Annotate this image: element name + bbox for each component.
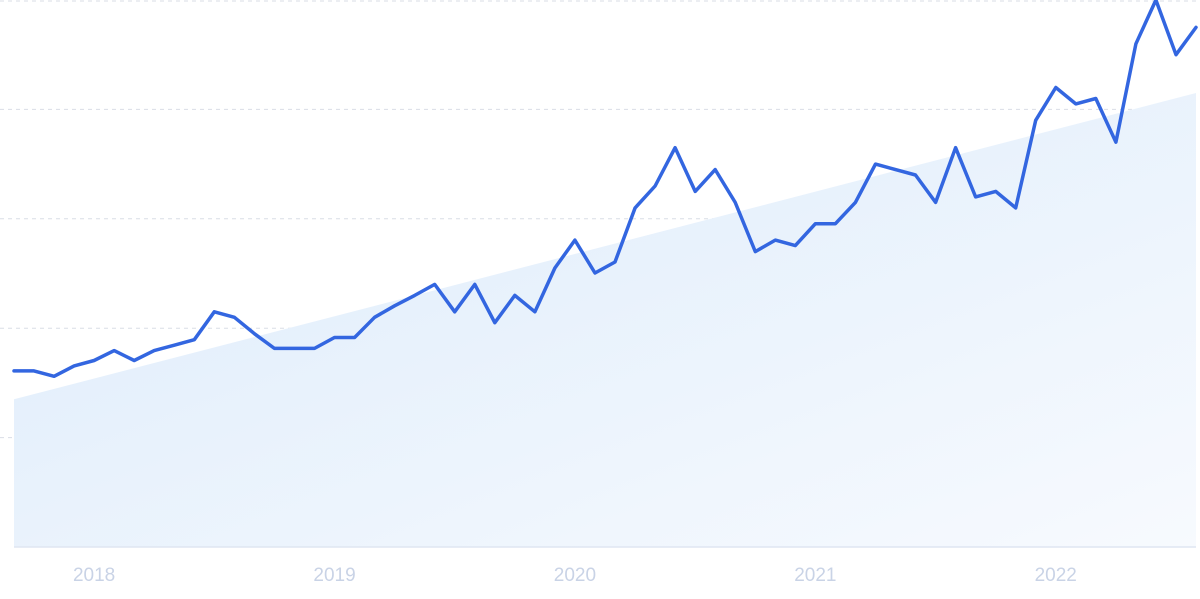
series-layer xyxy=(12,0,1198,379)
x-tick-label-2020: 2020 xyxy=(554,565,596,586)
trend-band xyxy=(14,92,1196,548)
x-tick-label-2018: 2018 xyxy=(73,565,115,586)
x-tick-label-2019: 2019 xyxy=(313,565,355,586)
x-axis: 2018 2019 2020 2021 2022 xyxy=(14,546,1196,586)
series-line-0 xyxy=(12,0,1198,379)
trend-band-layer xyxy=(14,92,1196,548)
x-tick-label-2022: 2022 xyxy=(1035,565,1077,586)
x-tick-label-2021: 2021 xyxy=(794,565,836,586)
